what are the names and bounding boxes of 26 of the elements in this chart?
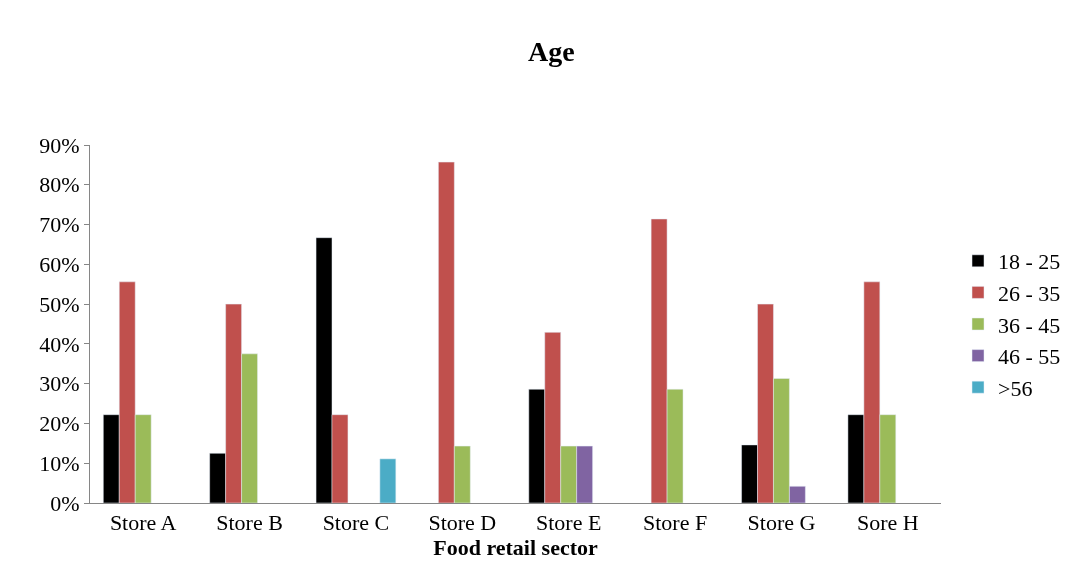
legend-label: 18 - 25 [998,249,1061,275]
y-tick-label: 70% [39,212,80,238]
x-tick-label: Store F [642,510,708,536]
y-tick-label: 30% [39,371,80,397]
legend-label: 26 - 35 [998,280,1061,306]
y-tick-label: 50% [39,291,80,317]
y-tick-label: 40% [39,331,80,357]
x-tick-label: Store G [747,510,816,536]
x-tick-label: Store C [322,510,390,536]
x-tick-label: Store A [109,510,177,536]
legend-label: >56 [998,375,1033,401]
y-tick-label: 90% [39,132,80,158]
y-tick-label: 80% [39,172,80,198]
x-tick-label: Store B [216,510,283,536]
y-tick-label: 60% [39,252,80,278]
legend-label: 36 - 45 [998,312,1061,338]
x-tick-label: Sore H [856,510,919,536]
bar [379,458,397,503]
y-tick-label: 0% [50,490,80,516]
chart-title: Age [527,35,575,67]
y-tick-label: 20% [39,411,80,437]
x-tick-label: Store E [535,510,602,536]
legend-label: 46 - 55 [998,344,1061,370]
y-tick-label: 10% [39,450,80,476]
x-tick-label: Store D [428,510,497,536]
x-axis-title: Food retail sector [433,535,598,561]
